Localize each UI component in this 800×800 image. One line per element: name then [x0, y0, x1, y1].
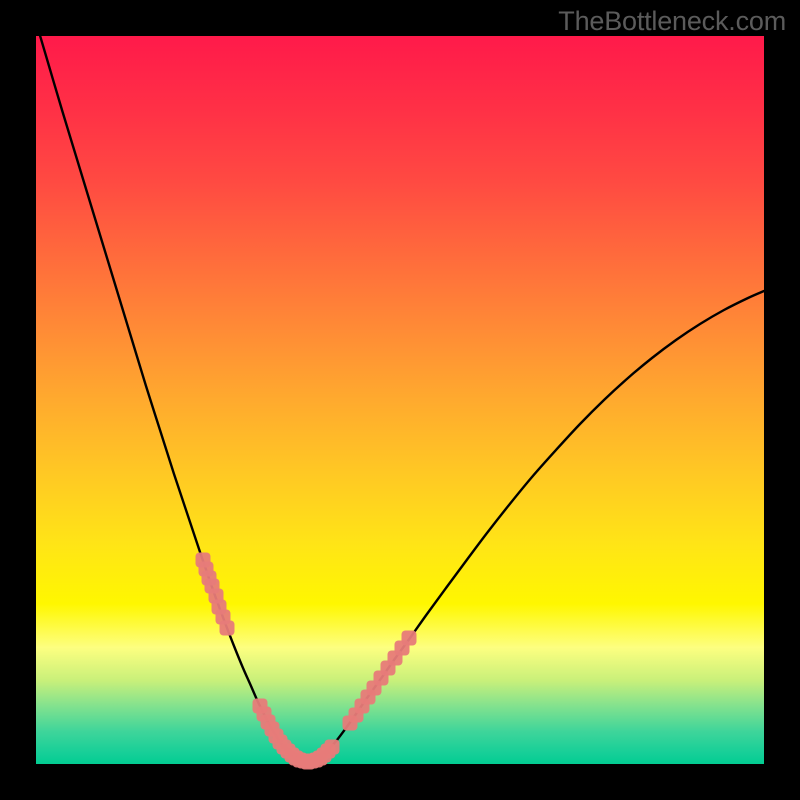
chart-plot: [0, 0, 800, 800]
watermark-text: TheBottleneck.com: [558, 6, 786, 37]
data-marker: [220, 621, 235, 636]
data-marker: [325, 740, 340, 755]
data-marker: [402, 631, 417, 646]
